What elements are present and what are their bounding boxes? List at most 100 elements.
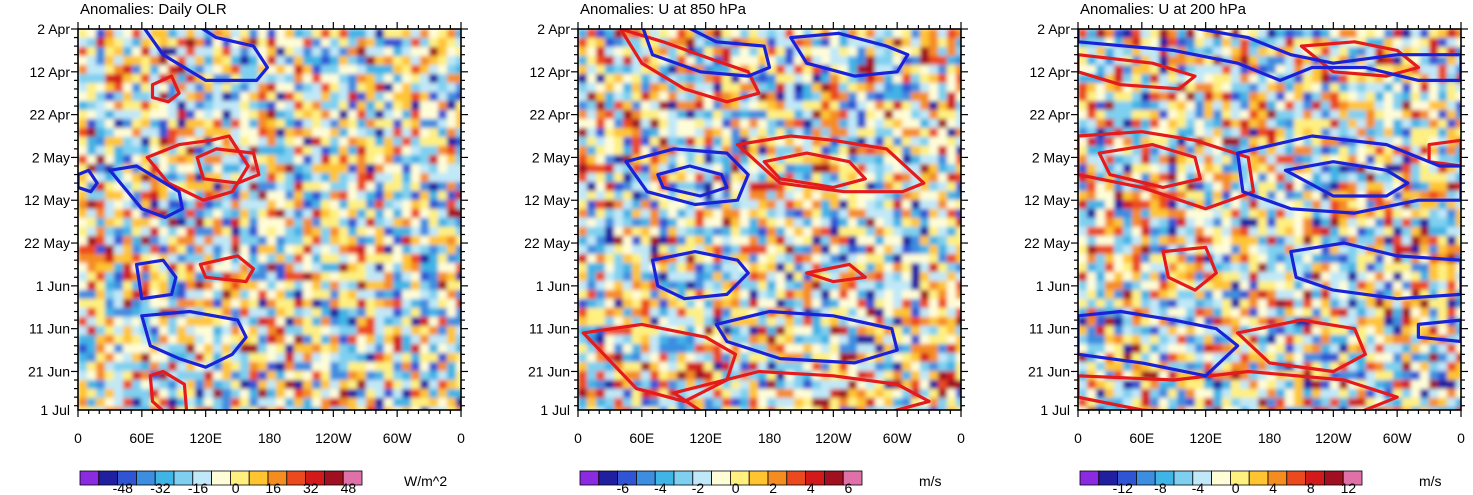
positive-contour — [1299, 40, 1421, 78]
negative-contour — [1078, 309, 1240, 378]
negative-contour — [714, 309, 899, 365]
colorbar-label: 32 — [303, 480, 319, 495]
tick-marks — [71, 22, 1468, 417]
x-tick-label: 180 — [1258, 430, 1282, 446]
x-tick-label: 60W — [883, 430, 913, 446]
positive-contour — [762, 151, 867, 189]
x-tick-label: 120E — [189, 430, 222, 446]
y-tick-label: 22 May — [24, 235, 70, 251]
x-tick-label: 60E — [129, 430, 154, 446]
y-tick-label: 22 May — [1024, 235, 1070, 251]
negative-contour — [656, 164, 729, 198]
negative-contour — [78, 168, 99, 194]
panel-u850: Anomalies: U at 850 hPa 0 60E 120E 180 1… — [524, 1, 965, 495]
colorbar-label: 6 — [845, 480, 853, 495]
colorbar-swatch — [1342, 470, 1363, 486]
y-axis: 2 Apr 12 Apr 22 Apr 2 May 12 May 22 May … — [524, 21, 570, 418]
positive-contour — [150, 74, 181, 104]
x-tick-label: 0 — [1074, 430, 1082, 446]
y-tick-label: 12 May — [1024, 192, 1070, 208]
colorbar-swatch — [342, 470, 363, 486]
panel-olr: Anomalies: Daily OLR 0 60E 120E 180 120W… — [24, 1, 465, 495]
y-tick-label: 1 Jul — [40, 402, 70, 418]
positive-contour — [145, 134, 250, 202]
y-tick-label: 1 Jun — [36, 278, 70, 294]
heatmap-field — [578, 29, 961, 410]
colorbar-swatch — [748, 470, 769, 486]
x-tick-label: 120W — [1315, 430, 1352, 446]
x-tick-label: 180 — [758, 430, 782, 446]
contour-layer — [1078, 29, 1461, 410]
colorbar-label: 12 — [1341, 480, 1357, 495]
y-tick-label: 2 May — [532, 149, 570, 165]
positive-contour — [1078, 53, 1197, 91]
colorbar-label: 0 — [1232, 480, 1240, 495]
heatmap-field — [78, 29, 461, 410]
colorbar-labels: -48 -32 -16 0 16 32 48 — [113, 480, 357, 495]
y-tick-label: 12 Apr — [30, 64, 71, 80]
positive-contour — [195, 147, 261, 185]
contour-layer — [78, 29, 269, 410]
y-tick-label: 11 Jun — [1029, 321, 1070, 337]
colorbar — [1079, 470, 1363, 486]
negative-contour — [1235, 134, 1461, 215]
positive-contour — [1427, 138, 1461, 168]
y-tick-label: 2 Apr — [1037, 21, 1070, 37]
colorbar-swatch — [79, 470, 100, 486]
y-tick-label: 2 May — [1032, 149, 1070, 165]
colorbar — [579, 470, 863, 486]
x-tick-label: 60W — [1383, 430, 1413, 446]
negative-contour — [650, 250, 750, 301]
negative-contour — [140, 309, 248, 369]
x-axis: 0 60E 120E 180 120W 60W 0 — [1074, 430, 1465, 446]
colorbar-swatch — [842, 470, 863, 486]
colorbar-label: 4 — [807, 480, 815, 495]
colorbar-label: 48 — [341, 480, 357, 495]
positive-contour — [672, 369, 931, 410]
colorbar — [79, 470, 363, 486]
x-tick-label: 120W — [315, 430, 352, 446]
y-tick-label: 22 May — [524, 235, 570, 251]
colorbar-label: -12 — [1113, 480, 1133, 495]
negative-contour — [108, 164, 184, 219]
positive-contour — [735, 134, 926, 194]
colorbar-label: -8 — [1154, 480, 1167, 495]
colorbar-label: 0 — [732, 480, 740, 495]
y-tick-label: 1 Jul — [540, 402, 570, 418]
panel-title: Anomalies: Daily OLR — [80, 1, 227, 18]
positive-contour — [581, 322, 738, 403]
y-tick-label: 2 Apr — [37, 21, 70, 37]
y-tick-label: 1 Jun — [1036, 278, 1070, 294]
colorbar-swatch — [1136, 470, 1156, 486]
y-tick-label: 21 Jun — [528, 363, 570, 379]
y-tick-label: 1 Jun — [536, 278, 570, 294]
colorbar-swatch — [1286, 470, 1307, 486]
colorbar-label: 2 — [769, 480, 777, 495]
x-axis: 0 60E 120E 180 120W 60W 0 — [74, 430, 465, 446]
x-tick-label: 0 — [74, 430, 82, 446]
y-tick-label: 22 Apr — [530, 107, 571, 123]
panel-u200: Anomalies: U at 200 hPa 0 60E 120E 180 1… — [1024, 1, 1465, 495]
negative-contour — [134, 258, 178, 301]
y-tick-label: 12 May — [524, 192, 570, 208]
positive-contour — [1078, 369, 1399, 410]
positive-contour — [198, 254, 256, 284]
y-axis: 2 Apr 12 Apr 22 Apr 2 May 12 May 22 May … — [1024, 21, 1070, 418]
y-tick-label: 21 Jun — [1028, 363, 1070, 379]
y-tick-label: 12 May — [24, 192, 70, 208]
y-tick-label: 12 Apr — [1030, 64, 1071, 80]
y-tick-label: 11 Jun — [29, 321, 70, 337]
colorbar-unit: m/s — [1419, 473, 1442, 489]
positive-contour — [148, 369, 189, 410]
x-tick-label: 120E — [1189, 430, 1222, 446]
positive-contour — [1097, 143, 1202, 189]
colorbar-swatch — [711, 470, 731, 486]
colorbar-swatch — [211, 470, 231, 486]
positive-contour — [1161, 245, 1218, 292]
x-tick-label: 0 — [457, 430, 465, 446]
y-tick-label: 22 Apr — [30, 107, 71, 123]
colorbar-label: -16 — [188, 480, 208, 495]
positive-contour — [1235, 318, 1367, 374]
colorbar-label: -6 — [617, 480, 630, 495]
y-tick-label: 12 Apr — [530, 64, 571, 80]
